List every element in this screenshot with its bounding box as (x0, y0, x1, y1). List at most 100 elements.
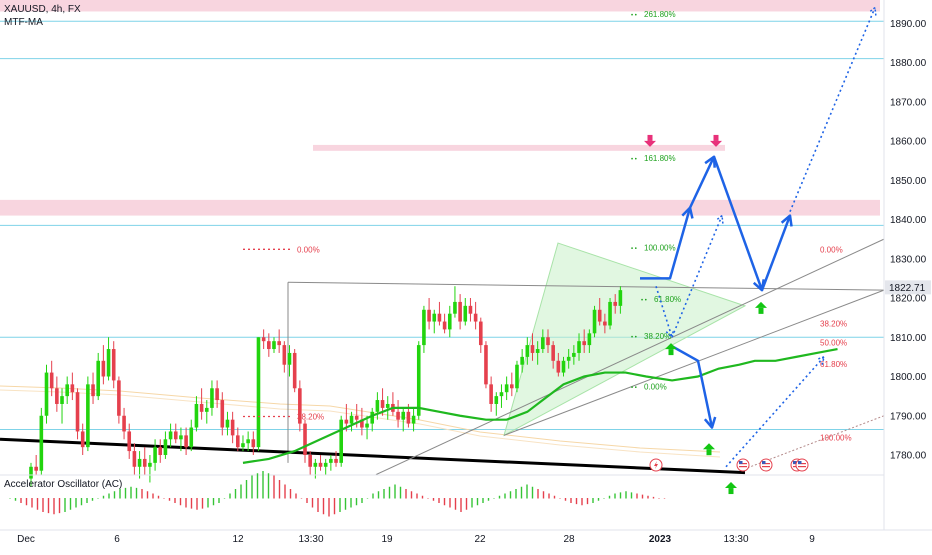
projection-solid (669, 344, 714, 428)
buy-signal-arrow-head (703, 443, 715, 450)
candle-body (308, 455, 312, 467)
candle-body (272, 341, 276, 350)
sell-signal-arrow (713, 134, 719, 141)
candle-body (199, 403, 204, 412)
price-axis-tick: 1870.00 (890, 97, 927, 108)
candle-body (385, 403, 390, 408)
fib-dots: • • (631, 385, 637, 391)
price-axis-tick: 1790.00 (890, 411, 927, 422)
candle-body (541, 337, 545, 350)
buy-signal-arrow (706, 449, 712, 456)
sell-signal-arrow-head (710, 140, 722, 147)
candle-body (179, 435, 183, 440)
candle-body (210, 388, 214, 408)
candle-body (153, 447, 157, 463)
flag-stripe (762, 463, 770, 465)
candle-body (510, 384, 514, 389)
price-axis-tick: 1820.00 (890, 294, 927, 305)
time-axis-label: 19 (381, 534, 393, 545)
candle-body (416, 345, 421, 416)
candle-body (65, 384, 69, 397)
candle-body (204, 407, 209, 412)
candle-body (587, 333, 592, 346)
candle-body (230, 419, 235, 436)
candle-body (29, 466, 33, 479)
projection-solid (760, 215, 792, 291)
fib-level-label: 261.80% (644, 10, 676, 19)
fib-level-label: 50.00% (820, 338, 847, 347)
candle-body (127, 431, 132, 452)
candle-body (256, 337, 261, 448)
candle-body (334, 458, 338, 463)
candle-body (504, 384, 509, 393)
candle-body (592, 309, 597, 334)
time-axis-label: 13:30 (298, 534, 323, 545)
trendline (375, 238, 885, 476)
time-axis-label: 6 (114, 534, 120, 545)
candle-body (323, 462, 328, 467)
fib-dots: • • (631, 335, 637, 341)
lightning-glyph (654, 461, 658, 469)
candle-body (329, 458, 333, 463)
flag-canton (798, 461, 802, 464)
candle-body (101, 360, 106, 377)
time-axis-label: 28 (563, 534, 575, 545)
time-axis-label: 2023 (649, 534, 672, 545)
fib-level-label: 38.20% (820, 320, 847, 329)
sell-signal-arrow-head (644, 140, 656, 147)
fib-level-label: 100.00% (820, 433, 852, 442)
candle-body (468, 305, 473, 314)
fib-dots: • • (631, 246, 637, 252)
projection-dotted (671, 215, 723, 338)
candle-body (499, 392, 504, 397)
candle-body (91, 384, 95, 397)
fib-dots: • • (641, 298, 647, 304)
candle-body (117, 380, 121, 416)
candle-body (287, 352, 292, 365)
candle-body (520, 356, 524, 365)
projection-arrowhead (715, 214, 724, 224)
candle-body (318, 462, 323, 467)
projection-arrowhead (816, 356, 825, 365)
trendline (503, 289, 885, 436)
candle-body (75, 392, 80, 432)
candle-body (453, 301, 457, 314)
buy-signal-arrow-head (665, 343, 677, 350)
candle-body (225, 419, 230, 428)
fib-level-label: 61.80% (654, 295, 681, 304)
candle-body (55, 388, 59, 404)
candle-body (60, 396, 64, 404)
candle-body (70, 384, 75, 393)
buy-signal-arrow (728, 488, 734, 495)
fib-level-label: 0.00% (297, 245, 320, 254)
candle-body (220, 400, 225, 428)
candle-body (34, 466, 38, 471)
candle-body (163, 439, 168, 455)
price-axis-tick: 1810.00 (890, 333, 927, 344)
candle-body (194, 403, 199, 428)
fib-dots: • • (631, 157, 637, 163)
candle-body (489, 384, 493, 404)
candle-body (597, 309, 602, 322)
candle-body (49, 372, 54, 389)
candle-body (525, 345, 530, 357)
candle-body (86, 384, 90, 448)
candle-body (530, 345, 535, 353)
candle-body (132, 451, 137, 467)
projection-arrowhead (868, 6, 877, 16)
projection-dotted (789, 7, 876, 212)
fib-level-label: 100.00% (644, 243, 676, 252)
candle-body (292, 352, 297, 389)
candle-body (80, 431, 85, 448)
moving-average-line (242, 347, 838, 464)
candle-body (267, 341, 271, 350)
bg-ma-line (0, 385, 721, 453)
candle-body (261, 337, 266, 342)
projection-solid (712, 156, 764, 291)
time-axis-label: Dec (17, 534, 35, 545)
candle-body (365, 423, 369, 428)
sell-signal-arrow (647, 134, 653, 141)
projection-dotted (725, 356, 825, 468)
